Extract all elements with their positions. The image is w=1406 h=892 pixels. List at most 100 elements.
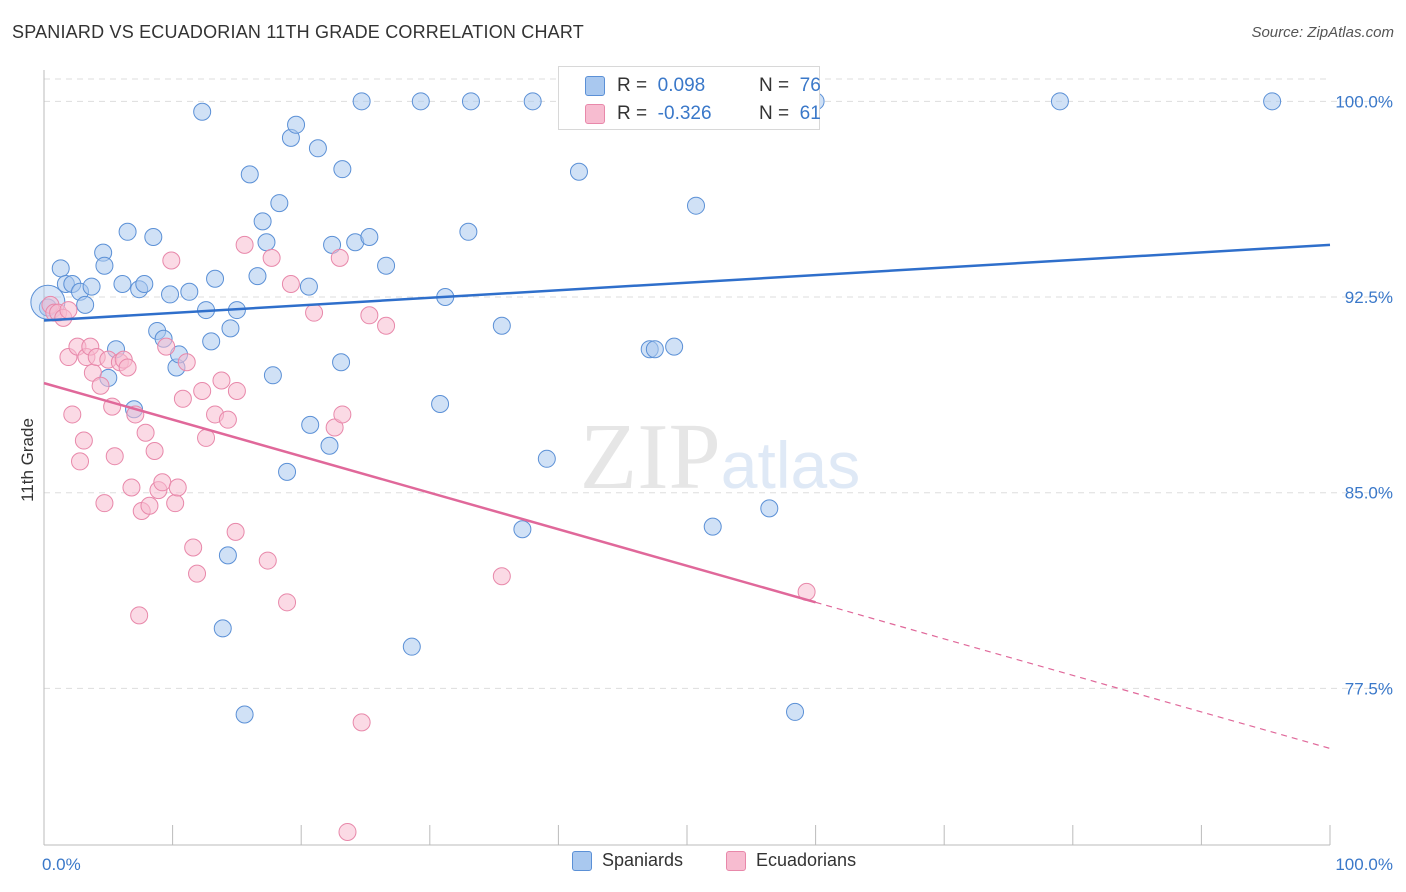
ecuadorians-point bbox=[59, 301, 78, 320]
ecuadorians-swatch bbox=[726, 850, 746, 871]
series-ecuadorians bbox=[41, 235, 816, 841]
ecuadorians-point bbox=[118, 358, 137, 377]
ecuadorians-point bbox=[193, 381, 212, 400]
legend-item-ecuadorians[interactable]: Ecuadorians bbox=[726, 850, 856, 871]
spaniards-point bbox=[301, 415, 320, 434]
ecuadorians-point bbox=[162, 251, 181, 270]
chart-title: SPANIARD VS ECUADORIAN 11TH GRADE CORREL… bbox=[12, 22, 584, 42]
spaniards-point bbox=[569, 162, 588, 181]
spaniards-point bbox=[352, 92, 371, 111]
spaniards-point bbox=[287, 115, 306, 134]
r-value: -0.326 bbox=[657, 103, 712, 124]
ecuadorians-point bbox=[227, 381, 246, 400]
ecuadorians-point bbox=[281, 274, 300, 293]
trend-lines bbox=[43, 243, 1331, 750]
spaniards-point bbox=[431, 395, 450, 414]
ecuadorians-point bbox=[153, 473, 172, 492]
spaniards-point bbox=[118, 222, 137, 241]
ecuadorians-point bbox=[218, 410, 237, 429]
spaniards-point bbox=[1050, 92, 1069, 111]
y-tick-label: 77.5% bbox=[1345, 679, 1393, 698]
legend-item-spaniards[interactable]: Spaniards bbox=[572, 850, 683, 871]
spaniards-point bbox=[645, 340, 664, 359]
ecuadorians-point bbox=[377, 316, 396, 335]
tick-labels: 77.5% 85.0% 92.5% 100.0% 0.0% 100.0% bbox=[42, 92, 1393, 874]
series-spaniards bbox=[30, 92, 1282, 724]
n-label: N = bbox=[759, 103, 790, 124]
x-tick-label: 100.0% bbox=[1335, 855, 1393, 874]
ecuadorians-point bbox=[212, 371, 231, 390]
spaniards-point bbox=[278, 462, 297, 481]
spaniards-point bbox=[786, 702, 805, 721]
r-label: R = bbox=[617, 75, 648, 96]
spaniards-point bbox=[360, 228, 379, 247]
y-axis-label: 11th Grade bbox=[18, 418, 37, 502]
spaniards-point bbox=[51, 259, 70, 278]
stats-row-spaniards: R = 0.098 N = 76 bbox=[559, 71, 829, 101]
n-value: 76 bbox=[799, 75, 821, 96]
spaniards-point bbox=[492, 316, 511, 335]
ecuadorians-trend-extrapolation bbox=[815, 601, 1331, 750]
spaniards-point bbox=[411, 92, 430, 111]
spaniards-point bbox=[459, 222, 478, 241]
ecuadorians-point bbox=[130, 606, 149, 625]
ecuadorians-point bbox=[492, 567, 511, 586]
spaniards-point bbox=[665, 337, 684, 356]
spaniards-point bbox=[202, 332, 221, 351]
spaniards-trend-line bbox=[43, 243, 1331, 322]
spaniards-point bbox=[760, 499, 779, 518]
ecuadorians-point bbox=[63, 405, 82, 424]
stats-legend: R = 0.098 N = 76 R = -0.326 N = 61 bbox=[558, 66, 821, 130]
ecuadorians-point bbox=[140, 496, 159, 515]
spaniards-point bbox=[537, 449, 556, 468]
n-value: 61 bbox=[799, 103, 821, 124]
ecuadorians-point bbox=[71, 452, 90, 471]
spaniards-point bbox=[513, 520, 532, 539]
ecuadorians-point bbox=[157, 337, 176, 356]
spaniards-point bbox=[332, 353, 351, 372]
ecuadorians-point bbox=[330, 248, 349, 267]
ecuadorians-point bbox=[305, 303, 324, 322]
ecuadorians-point bbox=[74, 431, 93, 450]
ecuadorians-swatch bbox=[585, 104, 605, 124]
spaniards-point bbox=[82, 277, 101, 296]
spaniards-point bbox=[240, 165, 259, 184]
spaniards-point bbox=[113, 274, 132, 293]
ecuadorians-point bbox=[333, 405, 352, 424]
ecuadorians-point bbox=[278, 593, 297, 612]
ecuadorians-point bbox=[226, 522, 245, 541]
axes bbox=[43, 70, 1331, 846]
y-tick-label: 100.0% bbox=[1335, 92, 1393, 111]
ecuadorians-point bbox=[338, 822, 357, 841]
y-tick-label: 85.0% bbox=[1345, 484, 1393, 503]
ecuadorians-point bbox=[168, 478, 187, 497]
spaniards-point bbox=[221, 319, 240, 338]
spaniards-point bbox=[248, 267, 267, 286]
spaniards-point bbox=[320, 436, 339, 455]
x-tick-label: 0.0% bbox=[42, 855, 81, 874]
ecuadorians-trend-line bbox=[43, 381, 816, 604]
spaniards-point bbox=[263, 366, 282, 385]
spaniards-point bbox=[299, 277, 318, 296]
ecuadorians-point bbox=[145, 441, 164, 460]
spaniards-point bbox=[161, 285, 180, 304]
spaniards-point bbox=[135, 274, 154, 293]
spaniards-point bbox=[76, 295, 95, 314]
ecuadorians-point bbox=[262, 248, 281, 267]
spaniards-point bbox=[193, 102, 212, 121]
spaniards-point bbox=[308, 139, 327, 158]
ecuadorians-point bbox=[95, 494, 114, 513]
ecuadorians-point bbox=[166, 494, 185, 513]
spaniards-point bbox=[180, 282, 199, 301]
series-legend: Spaniards Ecuadorians bbox=[0, 850, 1406, 880]
spaniards-point bbox=[253, 212, 272, 231]
spaniards-point bbox=[95, 256, 114, 275]
stats-row-ecuadorians: R = -0.326 N = 61 bbox=[559, 99, 829, 129]
n-label: N = bbox=[759, 75, 790, 96]
spaniards-point bbox=[144, 228, 163, 247]
ecuadorians-point bbox=[136, 423, 155, 442]
spaniards-point bbox=[461, 92, 480, 111]
watermark: ZIPatlas bbox=[580, 405, 860, 509]
ecuadorians-point bbox=[91, 376, 110, 395]
